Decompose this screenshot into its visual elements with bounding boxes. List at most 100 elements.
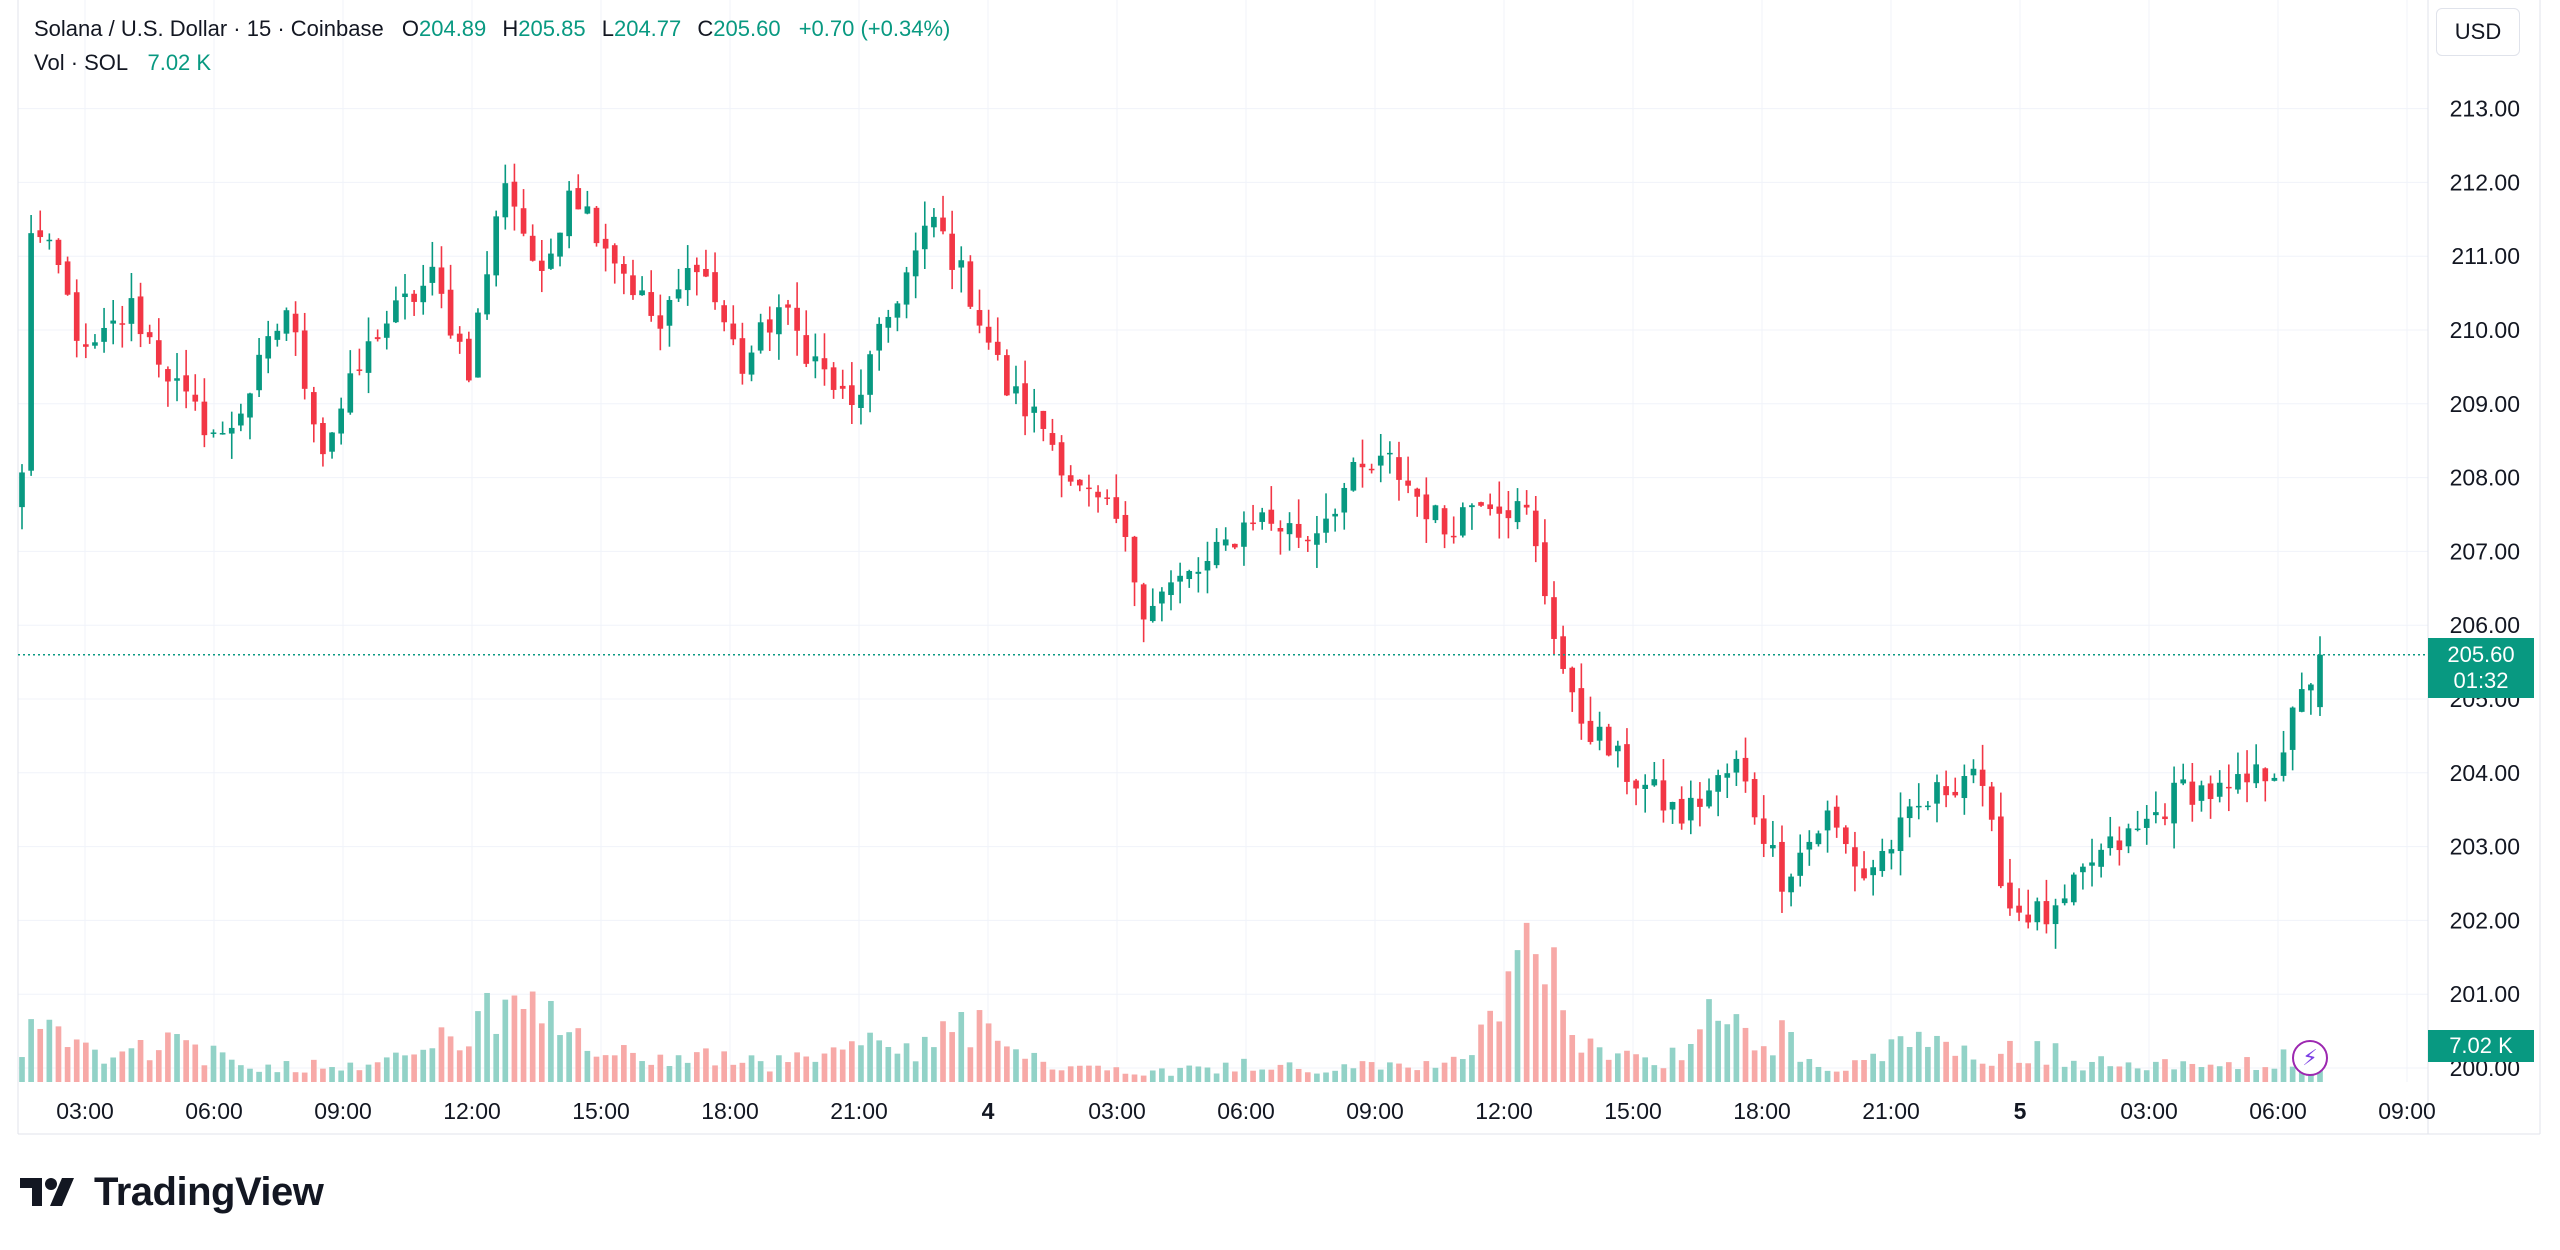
symbol-label[interactable]: Solana / U.S. Dollar · 15 · Coinbase <box>34 16 384 41</box>
candle-body <box>1387 452 1393 455</box>
volume-bar <box>520 1008 527 1082</box>
candle-body <box>155 340 162 365</box>
price-tick-label: 211.00 <box>2451 243 2520 269</box>
candle-body <box>92 342 98 346</box>
volume-bar <box>2262 1067 2269 1082</box>
volume-bar <box>2289 1066 2296 1082</box>
volume-bar <box>447 1036 454 1082</box>
volume-bar <box>256 1071 262 1082</box>
volume-bar <box>1833 1071 1840 1082</box>
volume-bar <box>219 1052 226 1082</box>
candle-body <box>247 393 253 418</box>
candle-body <box>1934 782 1940 804</box>
volume-bar <box>849 1041 855 1082</box>
candle-body <box>1842 827 1849 845</box>
volume-bar <box>174 1034 180 1082</box>
candle-body <box>1441 508 1448 535</box>
volume-bar <box>1551 947 1557 1082</box>
volume-bar <box>1204 1067 1211 1082</box>
volume-label[interactable]: Vol · SOL <box>34 50 128 75</box>
volume-bar <box>456 1050 463 1082</box>
candle-body <box>1660 780 1667 811</box>
volume-bar <box>1423 1061 1430 1082</box>
volume-bar <box>1387 1062 1393 1082</box>
volume-bar <box>475 1011 481 1082</box>
volume-bar <box>940 1021 946 1082</box>
volume-bar <box>675 1055 682 1082</box>
candle-body <box>1359 463 1366 468</box>
candle-body <box>1222 539 1229 546</box>
candle-body <box>1168 582 1174 596</box>
volume-bar <box>1724 1024 1731 1082</box>
candle-body <box>2125 828 2132 847</box>
candle-body <box>2070 874 2077 903</box>
volume-bar <box>55 1026 62 1082</box>
time-tick-label: 09:00 <box>314 1098 372 1124</box>
last-price-value: 205.60 <box>2447 642 2515 667</box>
candle-body <box>238 413 244 426</box>
candle-body <box>320 423 326 455</box>
candle-body <box>2271 777 2278 781</box>
volume-bar <box>1505 971 1512 1082</box>
candle-body <box>1423 494 1430 520</box>
candle-body <box>228 427 235 434</box>
candle-body <box>256 354 262 391</box>
volume-bar <box>1450 1056 1457 1082</box>
volume-bar <box>1432 1067 1439 1082</box>
high-value: 205.85 <box>518 16 586 41</box>
candle-body <box>1879 850 1886 872</box>
candle-body <box>1478 502 1484 506</box>
volume-bar <box>1751 1050 1758 1082</box>
volume-bar <box>484 992 490 1082</box>
candle-body <box>1514 501 1521 523</box>
candle-body <box>2134 828 2141 831</box>
candle-body <box>520 208 527 234</box>
volume-bar <box>329 1067 335 1082</box>
candle-body <box>174 378 180 381</box>
candle-body <box>292 313 299 333</box>
volume-bar <box>611 1055 618 1082</box>
candle-body <box>1332 513 1338 517</box>
candle-body <box>2007 882 2013 909</box>
volume-bar <box>1469 1055 1475 1082</box>
volume-bar <box>1970 1059 1977 1082</box>
volume-bar <box>1542 984 1548 1082</box>
candle-body <box>1350 462 1357 491</box>
candle-body <box>466 338 472 381</box>
volume-bar <box>19 1057 25 1082</box>
volume-bar <box>985 1023 992 1082</box>
candle-body <box>64 261 71 295</box>
candle-body <box>1852 847 1858 867</box>
volume-bar <box>2034 1041 2041 1082</box>
volume-bar <box>1587 1038 1594 1082</box>
tradingview-logo[interactable]: TradingView <box>20 1168 324 1216</box>
candle-body <box>274 330 281 340</box>
volume-bar <box>1104 1070 1110 1082</box>
bar-countdown: 01:32 <box>2453 668 2509 693</box>
volume-bar <box>1697 1029 1703 1082</box>
candle-body <box>1022 383 1028 417</box>
volume-bar <box>1259 1069 1266 1082</box>
volume-bar <box>830 1047 837 1082</box>
volume-bar <box>794 1052 800 1082</box>
volume-bar <box>1031 1052 1038 1082</box>
candle-body <box>1496 506 1503 514</box>
volume-bar <box>1122 1073 1129 1082</box>
candle-body <box>1952 791 1959 796</box>
candle-body <box>1925 805 1931 808</box>
candle-body <box>958 260 965 268</box>
volume-bar <box>37 1028 44 1082</box>
lightning-icon[interactable]: ⚡ <box>2292 1040 2328 1076</box>
volume-bar <box>785 1062 791 1082</box>
volume-bar <box>1049 1069 1056 1082</box>
volume-bar <box>347 1062 354 1082</box>
currency-button[interactable]: USD <box>2436 8 2520 56</box>
candle-body <box>1259 512 1266 522</box>
candle-body <box>1806 841 1813 850</box>
volume-bar <box>2308 1070 2314 1082</box>
candle-body <box>566 190 572 237</box>
volume-bar <box>1797 1061 1804 1082</box>
volume-bar <box>1770 1055 1776 1082</box>
volume-bar <box>921 1036 928 1082</box>
